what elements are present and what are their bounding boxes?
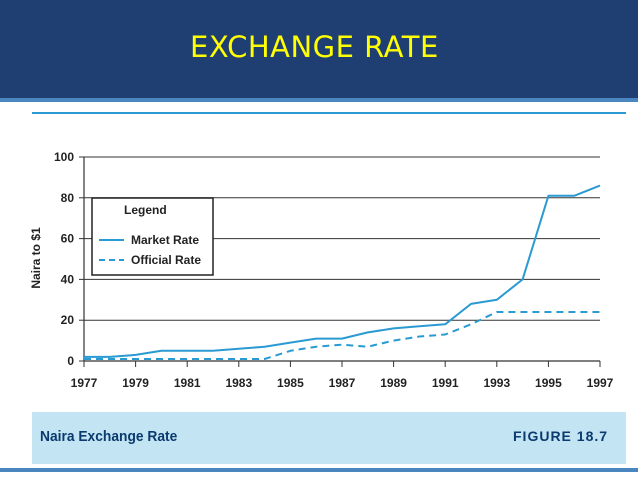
- x-tick-label: 1995: [535, 376, 562, 390]
- y-tick-label: 40: [61, 272, 75, 286]
- official-rate-line: [84, 311, 600, 360]
- footer-divider: [0, 468, 638, 472]
- x-tick-label: 1983: [225, 376, 252, 390]
- legend-box: [91, 197, 214, 276]
- y-tick-label: 60: [61, 232, 75, 246]
- header-divider: [0, 98, 638, 102]
- x-tick-label: 1991: [432, 376, 459, 390]
- x-tick-label: 1987: [329, 376, 356, 390]
- figure-label: FIGURE 18.7: [513, 428, 609, 444]
- legend-entry-market: Market Rate: [131, 233, 199, 247]
- x-tick-label: 1981: [174, 376, 201, 390]
- legend: Legend Market Rate Official Rate: [91, 197, 214, 276]
- x-tick-labels: 1977 1979 1981 1983 1985 1987 1989 1991 1993 1995…: [71, 376, 614, 390]
- x-tick-label: 1997: [587, 376, 614, 390]
- market-rate-line: [84, 184, 601, 358]
- x-tick-label: 1985: [277, 376, 304, 390]
- series-lines: [84, 184, 601, 360]
- y-tick-labels: 0 20 40 60 80 100: [54, 150, 74, 368]
- y-tick-label: 80: [61, 191, 75, 205]
- y-tick-label: 0: [67, 354, 74, 368]
- axes: [79, 156, 601, 367]
- y-axis-label: Naira to $1: [29, 227, 43, 289]
- legend-entry-official: Official Rate: [131, 253, 201, 267]
- y-tick-label: 20: [61, 313, 75, 327]
- slide-header: EXCHANGE RATE: [0, 0, 638, 98]
- figure-footer: [32, 412, 626, 464]
- legend-title: Legend: [124, 203, 167, 217]
- figure-caption: Naira Exchange Rate: [40, 428, 178, 445]
- y-tick-label: 100: [54, 150, 74, 164]
- x-tick-label: 1979: [122, 376, 149, 390]
- slide-title: EXCHANGE RATE: [190, 30, 439, 64]
- x-tick-label: 1993: [483, 376, 510, 390]
- figure-panel: [32, 112, 626, 466]
- x-tick-label: 1977: [71, 376, 98, 390]
- x-tick-label: 1989: [380, 376, 407, 390]
